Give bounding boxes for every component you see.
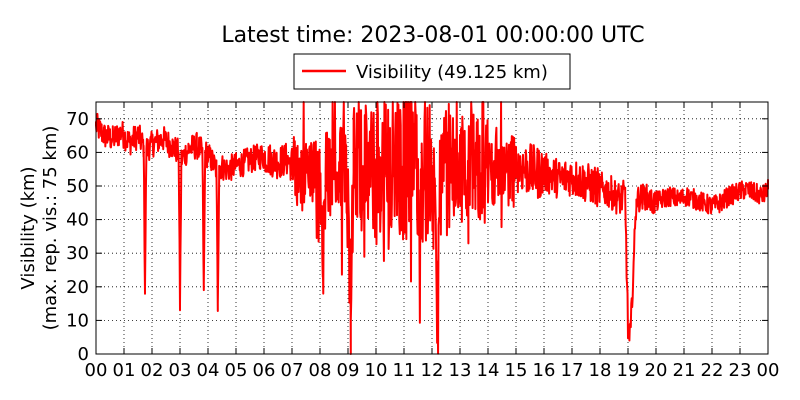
x-tick-label: 09	[337, 360, 360, 381]
y-tick-label: 50	[66, 176, 89, 197]
x-tick-label: 07	[281, 360, 304, 381]
x-tick-label: 10	[365, 360, 388, 381]
y-tick-label: 10	[66, 310, 89, 331]
x-tick-label: 00	[757, 360, 780, 381]
x-tick-label: 03	[169, 360, 192, 381]
x-tick-label: 11	[393, 360, 416, 381]
x-tick-label: 18	[589, 360, 612, 381]
x-tick-label: 21	[673, 360, 696, 381]
x-tick-label: 15	[505, 360, 528, 381]
x-tick-label: 14	[477, 360, 500, 381]
x-tick-label: 01	[113, 360, 136, 381]
x-tick-label: 13	[449, 360, 472, 381]
y-axis-label-line1: Visibility (km)	[18, 166, 39, 289]
x-tick-label: 05	[225, 360, 248, 381]
x-tick-label: 02	[141, 360, 164, 381]
x-tick-label: 22	[701, 360, 724, 381]
plot-area: 00 01 02 03 04 05 06 07 08 09 10 11 12 13 14 15 16 17 18 19…	[66, 101, 780, 381]
series-line-visibility	[95, 101, 769, 355]
y-tick-label: 30	[66, 243, 89, 264]
x-tick-label: 00	[85, 360, 108, 381]
x-tick-label: 08	[309, 360, 332, 381]
y-tick-label: 0	[78, 344, 89, 365]
x-tick-label: 23	[729, 360, 752, 381]
x-tick-label: 12	[421, 360, 444, 381]
y-tick-label: 40	[66, 210, 89, 231]
y-tick-label: 60	[66, 142, 89, 163]
legend: Visibility (49.125 km)	[293, 53, 571, 90]
legend-entry-visibility: Visibility (49.125 km)	[356, 62, 548, 83]
chart-title: Latest time: 2023-08-01 00:00:00 UTC	[221, 23, 644, 48]
x-tick-label: 17	[561, 360, 584, 381]
x-tick-label: 19	[617, 360, 640, 381]
x-tick-label: 20	[645, 360, 668, 381]
x-tick-label: 04	[197, 360, 220, 381]
x-tick-label: 16	[533, 360, 556, 381]
x-tick-label: 06	[253, 360, 276, 381]
y-tick-label: 20	[66, 277, 89, 298]
y-axis-label-line2: (max. rep. vis.: 75 km)	[40, 126, 61, 331]
y-tick-label: 70	[66, 109, 89, 130]
